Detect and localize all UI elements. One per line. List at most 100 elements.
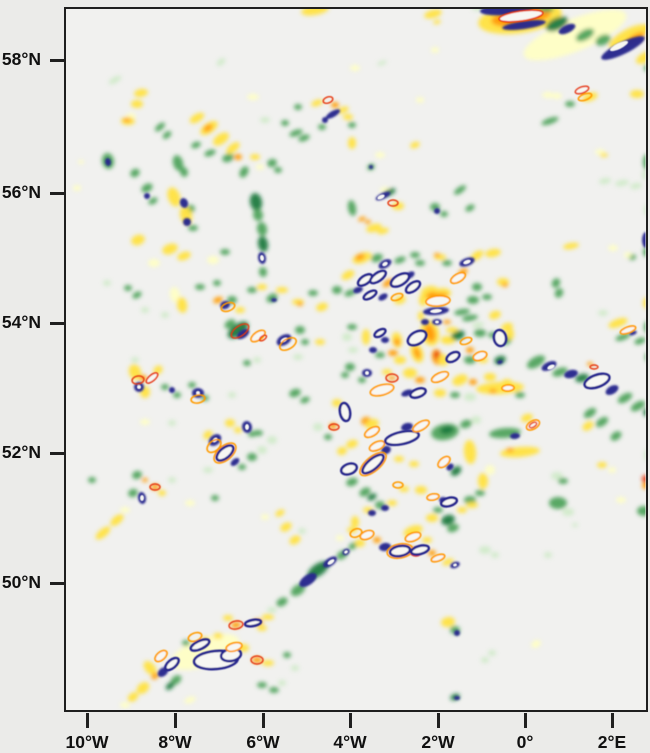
field-blob-or	[187, 631, 203, 643]
field-blob-o	[234, 154, 242, 160]
field-blob-rr	[528, 421, 538, 429]
field-blob-dg	[165, 682, 175, 690]
field-blob-pg	[278, 680, 286, 686]
field-blob-o	[642, 483, 646, 489]
field-blob-y	[311, 99, 323, 107]
field-blob-pg	[267, 607, 277, 613]
field-blob-g	[155, 122, 165, 132]
field-blob-wr	[574, 85, 590, 95]
field-blob-y	[441, 336, 453, 344]
field-blob-y	[276, 287, 288, 293]
field-blob-n	[454, 630, 460, 636]
field-blob-y	[446, 327, 458, 333]
field-blob-n	[271, 298, 277, 302]
field-blob-wn	[409, 544, 431, 556]
x-tick	[610, 712, 614, 728]
field-blob-wo	[430, 553, 446, 563]
field-blob-g	[289, 388, 301, 398]
field-blob-y	[415, 486, 427, 494]
field-blob-pg	[203, 467, 213, 473]
field-blob-pg	[216, 58, 226, 66]
field-blob-wo	[250, 329, 266, 343]
field-blob-wo	[359, 529, 375, 541]
field-blob-g	[289, 129, 303, 137]
field-blob-y	[582, 421, 594, 431]
field-blob-g	[308, 290, 318, 296]
field-blob-o	[373, 537, 381, 543]
field-blob-g	[332, 286, 342, 294]
field-blob-py	[78, 160, 84, 164]
field-blob-rr	[149, 483, 161, 491]
field-blob-dg	[227, 321, 249, 339]
field-blob-wn	[164, 656, 180, 672]
field-blob-o	[355, 253, 365, 261]
field-blob-g	[630, 400, 646, 412]
field-blob-y	[489, 310, 501, 320]
field-blob-n	[605, 385, 619, 395]
field-blob-pg	[168, 420, 176, 426]
field-blob-py	[256, 164, 264, 170]
field-blob-o	[428, 550, 436, 556]
field-blob-n	[179, 198, 189, 208]
field-blob-y	[301, 8, 329, 16]
field-blob-y	[226, 142, 240, 154]
field-blob-g	[141, 183, 153, 193]
field-blob-g	[294, 104, 302, 110]
field-blob-g	[301, 339, 309, 345]
field-blob-wo	[430, 370, 450, 384]
field-blob-pg	[472, 321, 484, 329]
field-blob-g	[482, 294, 492, 300]
field-blob-g	[253, 430, 263, 436]
field-blob-g	[440, 211, 448, 217]
field-blob-y	[457, 507, 467, 513]
field-blob-g	[132, 470, 142, 480]
field-blob-o	[365, 219, 371, 225]
field-blob-y	[131, 100, 143, 108]
field-blob-w	[377, 194, 385, 200]
field-blob-y	[176, 297, 188, 313]
field-blob-y	[377, 227, 389, 235]
field-blob-y	[521, 413, 533, 423]
field-blob-y	[466, 502, 478, 508]
field-blob-wn	[368, 269, 388, 285]
field-blob-wn	[243, 618, 263, 628]
field-blob-g	[474, 329, 486, 337]
field-blob-y	[234, 427, 242, 433]
field-blob-g	[257, 682, 267, 688]
field-blob-y	[162, 243, 178, 255]
field-blob-w	[430, 308, 442, 314]
field-blob-wn	[492, 328, 508, 348]
field-blob-y	[289, 535, 301, 545]
y-tick-label: 50°N	[1, 572, 41, 592]
field-blob-y	[422, 537, 432, 543]
field-blob-pg	[544, 552, 552, 558]
field-blob-w	[547, 364, 555, 370]
x-tick	[348, 712, 352, 728]
field-blob-rr	[328, 423, 340, 431]
field-blob-wn	[406, 329, 428, 347]
field-blob-wo	[225, 641, 243, 653]
field-blob-y	[441, 616, 455, 628]
field-blob-y	[131, 234, 145, 246]
field-blob-y	[472, 250, 484, 258]
field-blob-or	[190, 394, 206, 404]
field-blob-g	[276, 597, 288, 607]
field-blob-wo	[154, 649, 168, 663]
field-blob-y	[643, 297, 646, 309]
field-blob-dg	[249, 193, 263, 211]
field-blob-wr	[498, 9, 544, 23]
field-blob-g	[274, 167, 282, 173]
field-blob-g	[410, 252, 420, 258]
field-blob-w	[463, 259, 471, 265]
field-blob-w	[196, 391, 200, 395]
field-blob-g	[462, 314, 478, 322]
field-blob-n	[497, 359, 503, 365]
field-blob-n	[421, 319, 429, 325]
field-blob-g	[371, 253, 383, 263]
field-blob-py	[531, 642, 539, 648]
field-blob-py	[431, 47, 439, 53]
field-blob-g	[454, 185, 466, 195]
field-blob-n	[230, 458, 240, 466]
field-blob-n	[510, 432, 520, 440]
